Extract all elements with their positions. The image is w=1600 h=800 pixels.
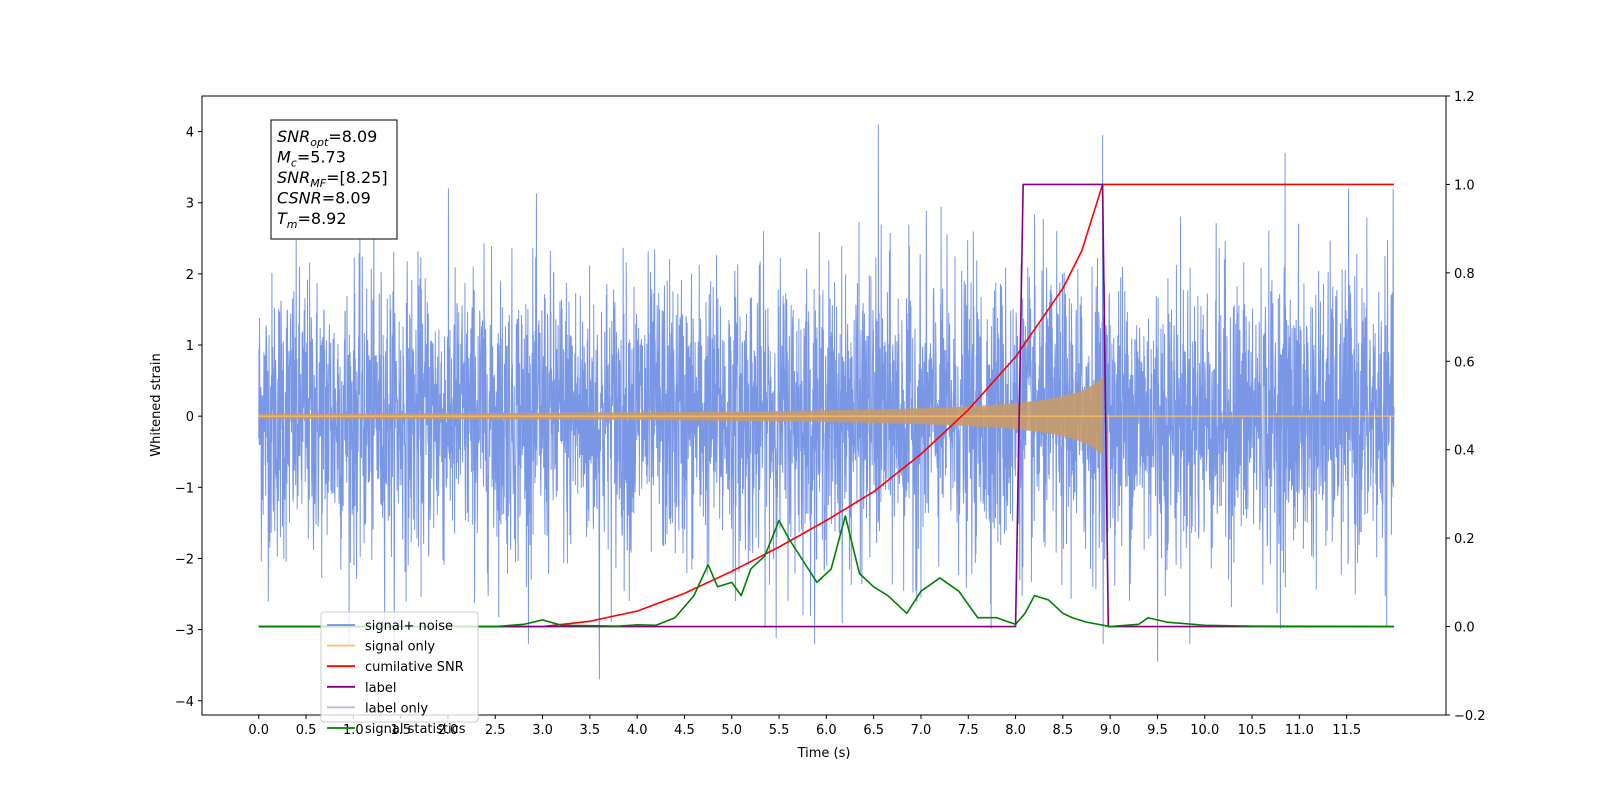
plot-frame — [201, 95, 1447, 716]
y-tick-label: 1 — [186, 339, 194, 354]
legend-label: signal+ noise — [365, 619, 453, 634]
legend-frame — [320, 611, 479, 723]
y2-tick-label: 1.2 — [1454, 90, 1475, 105]
y-tick-label: 2 — [186, 268, 194, 283]
y-tick-label: −1 — [175, 481, 194, 496]
x-tick-label: 0.5 — [296, 723, 317, 738]
y-tick-label: 3 — [186, 197, 194, 212]
info-box-frame — [270, 119, 398, 240]
legend-label: label only — [365, 701, 428, 716]
info-line: CSNR=8.09 — [277, 189, 371, 208]
x-tick-label: 11.5 — [1332, 723, 1361, 738]
y2-tick-label: 0.4 — [1454, 444, 1475, 459]
x-tick-label: 11.0 — [1285, 723, 1314, 738]
y2-tick-label: 0.6 — [1454, 355, 1475, 370]
series-label-line — [258, 183, 1394, 628]
y2-tick-label: 0.2 — [1454, 532, 1475, 547]
legend-label: signal statistics — [365, 722, 466, 737]
y-tick-label: −4 — [175, 695, 194, 710]
info-line: SNRMF=[8.25] — [277, 168, 388, 190]
series-signal-noise-line — [258, 124, 1395, 680]
y-tick-label: 0 — [186, 410, 194, 425]
y2-tick-label: −0.2 — [1454, 709, 1486, 724]
x-tick-label: 5.0 — [721, 723, 742, 738]
x-tick-label: 8.0 — [1005, 723, 1026, 738]
x-tick-label: 8.5 — [1053, 723, 1074, 738]
x-tick-label: 0.0 — [248, 723, 269, 738]
series-signal-statistics-line — [258, 515, 1394, 628]
y-axis-label: Whitened strain — [149, 353, 164, 456]
y-tick-label: −2 — [175, 552, 194, 567]
info-line: SNRopt=8.09 — [277, 127, 377, 149]
x-tick-label: 10.5 — [1238, 723, 1267, 738]
info-box: SNRopt=8.09Mc=5.73SNRMF=[8.25]CSNR=8.09T… — [270, 119, 398, 240]
legend-label: signal only — [365, 640, 435, 655]
x-tick-label: 1.0 — [343, 723, 364, 738]
y2-tick-label: 0.8 — [1454, 267, 1475, 282]
x-tick-label: 2.0 — [438, 723, 459, 738]
x-tick-label: 7.5 — [958, 723, 979, 738]
x-tick-label: 7.0 — [911, 723, 932, 738]
y-tick-label: 4 — [186, 126, 194, 141]
legend-label: cumilative SNR — [365, 660, 464, 675]
y2-tick-label: 1.0 — [1454, 178, 1475, 193]
info-line: Mc=5.73 — [277, 148, 346, 170]
y-axis-left: −4 −3 −2 −1 0 1 2 3 4 — [175, 126, 202, 710]
x-tick-label: 2.5 — [485, 723, 506, 738]
legend-label: label — [365, 681, 396, 696]
x-axis-label: Time (s) — [797, 746, 851, 761]
series-cumilative-snr-line — [258, 183, 1394, 628]
x-tick-label: 6.0 — [816, 723, 837, 738]
plot-area — [258, 124, 1395, 680]
x-tick-label: 9.5 — [1147, 723, 1168, 738]
x-tick-label: 1.5 — [390, 723, 411, 738]
legend: signal+ noise signal only cumilative SNR la… — [320, 611, 479, 737]
x-tick-label: 3.5 — [580, 723, 601, 738]
y-tick-label: −3 — [175, 624, 194, 639]
x-tick-label: 10.0 — [1190, 723, 1219, 738]
x-axis: 0.0 0.5 1.0 1.5 2.0 2.5 3.0 3.5 4.0 4.5 5.0 5.5 6.0 6… — [248, 715, 1361, 738]
y-axis-right: −0.2 0.0 0.2 0.4 0.6 0.8 1.0 1.2 — [1446, 90, 1486, 724]
x-tick-label: 5.5 — [769, 723, 790, 738]
x-tick-label: 4.0 — [627, 723, 648, 738]
x-tick-label: 6.5 — [863, 723, 884, 738]
y2-tick-label: 0.0 — [1454, 621, 1475, 636]
x-tick-label: 3.0 — [532, 723, 553, 738]
x-tick-label: 4.5 — [674, 723, 695, 738]
x-tick-label: 9.0 — [1100, 723, 1121, 738]
info-line: Tm=8.92 — [277, 209, 347, 231]
